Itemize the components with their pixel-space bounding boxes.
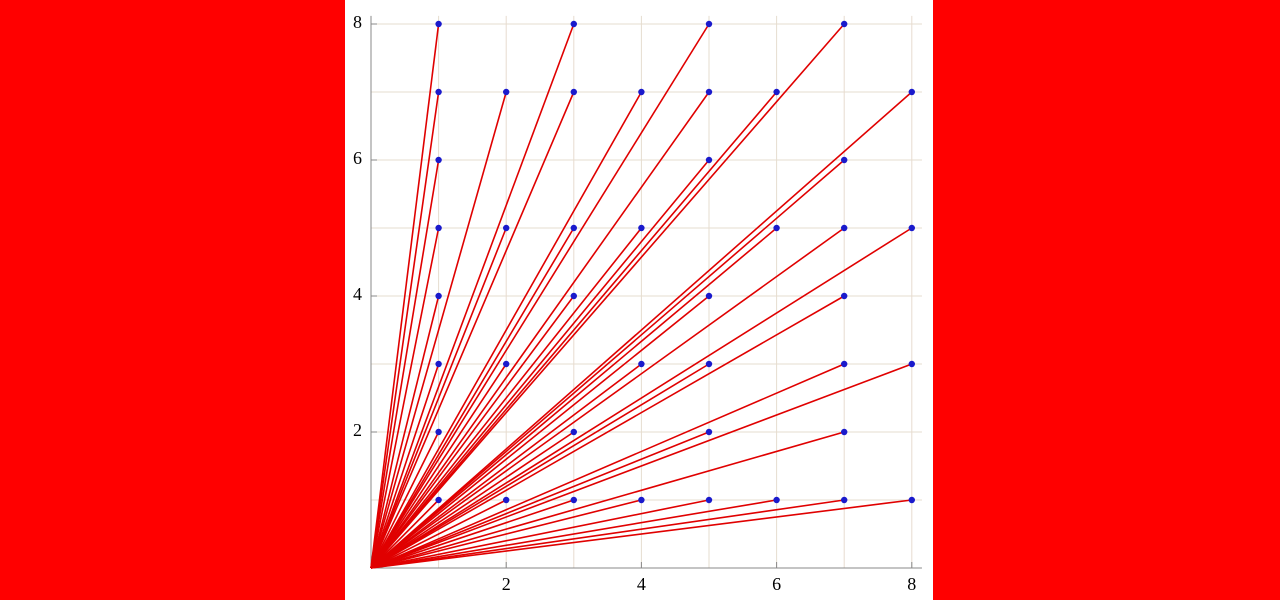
point (841, 428, 848, 436)
point (908, 224, 915, 232)
point (570, 20, 577, 28)
ray (370, 91, 507, 569)
ray (370, 227, 575, 569)
ray (370, 499, 642, 569)
ray (370, 159, 845, 569)
ray (370, 363, 710, 569)
point (638, 360, 645, 368)
point (638, 224, 645, 232)
point (638, 496, 645, 504)
y-tick-label: 2 (353, 420, 362, 440)
point (705, 156, 713, 164)
ray (370, 159, 710, 569)
y-tick-label: 6 (353, 148, 362, 168)
point (503, 88, 510, 96)
ray (370, 227, 778, 569)
ray (370, 91, 643, 569)
point (435, 428, 442, 436)
point (435, 20, 442, 28)
ray (370, 159, 440, 569)
ray (370, 499, 710, 569)
ray (370, 431, 710, 569)
ray (370, 363, 845, 569)
point (841, 360, 848, 368)
point (841, 496, 848, 504)
point (435, 292, 442, 300)
ray (370, 91, 778, 569)
ray (370, 91, 710, 569)
ray (370, 499, 440, 569)
ray (370, 23, 710, 569)
point (638, 88, 645, 96)
ray (370, 91, 575, 569)
point (841, 292, 848, 300)
ray (370, 431, 845, 569)
y-tick-label: 8 (353, 12, 362, 32)
point (773, 224, 780, 232)
ray (370, 363, 507, 569)
ray (370, 363, 642, 569)
point (705, 428, 713, 436)
ray (370, 431, 575, 569)
ray (370, 227, 507, 569)
ray (370, 227, 440, 569)
ray (370, 499, 575, 569)
point (908, 88, 915, 96)
ray (370, 499, 507, 569)
ray (370, 91, 913, 569)
x-tick-label: 8 (907, 574, 916, 594)
ray (370, 227, 845, 569)
point (705, 496, 713, 504)
point (841, 156, 848, 164)
ray (370, 227, 913, 569)
point (435, 360, 442, 368)
point (503, 360, 510, 368)
point (705, 20, 713, 28)
point (435, 224, 442, 232)
point (705, 292, 713, 300)
point (435, 496, 442, 504)
point (773, 88, 780, 96)
ray (370, 227, 643, 569)
point (570, 428, 577, 436)
point (705, 360, 713, 368)
ray (370, 363, 440, 569)
point (841, 20, 848, 28)
point (435, 88, 442, 96)
ray (370, 23, 845, 569)
ray (370, 295, 575, 569)
point (705, 88, 713, 96)
point (908, 360, 915, 368)
ray (370, 499, 845, 569)
ray (370, 499, 912, 569)
ray (370, 91, 440, 569)
x-tick-label: 6 (772, 574, 781, 594)
point (908, 496, 915, 504)
ray (370, 499, 777, 569)
ray (370, 363, 913, 569)
y-tick-label: 4 (353, 284, 362, 304)
ray (370, 295, 845, 569)
ray (370, 431, 440, 569)
point (503, 224, 510, 232)
ray (370, 23, 575, 569)
point (570, 224, 577, 232)
point (841, 224, 848, 232)
ray (370, 295, 710, 569)
point (570, 496, 577, 504)
point (570, 88, 577, 96)
point (435, 156, 442, 164)
point (773, 496, 780, 504)
point (570, 292, 577, 300)
x-tick-label: 2 (502, 574, 511, 594)
x-tick-label: 4 (637, 574, 646, 594)
ray (370, 295, 440, 569)
point (503, 496, 510, 504)
ray (370, 23, 440, 569)
